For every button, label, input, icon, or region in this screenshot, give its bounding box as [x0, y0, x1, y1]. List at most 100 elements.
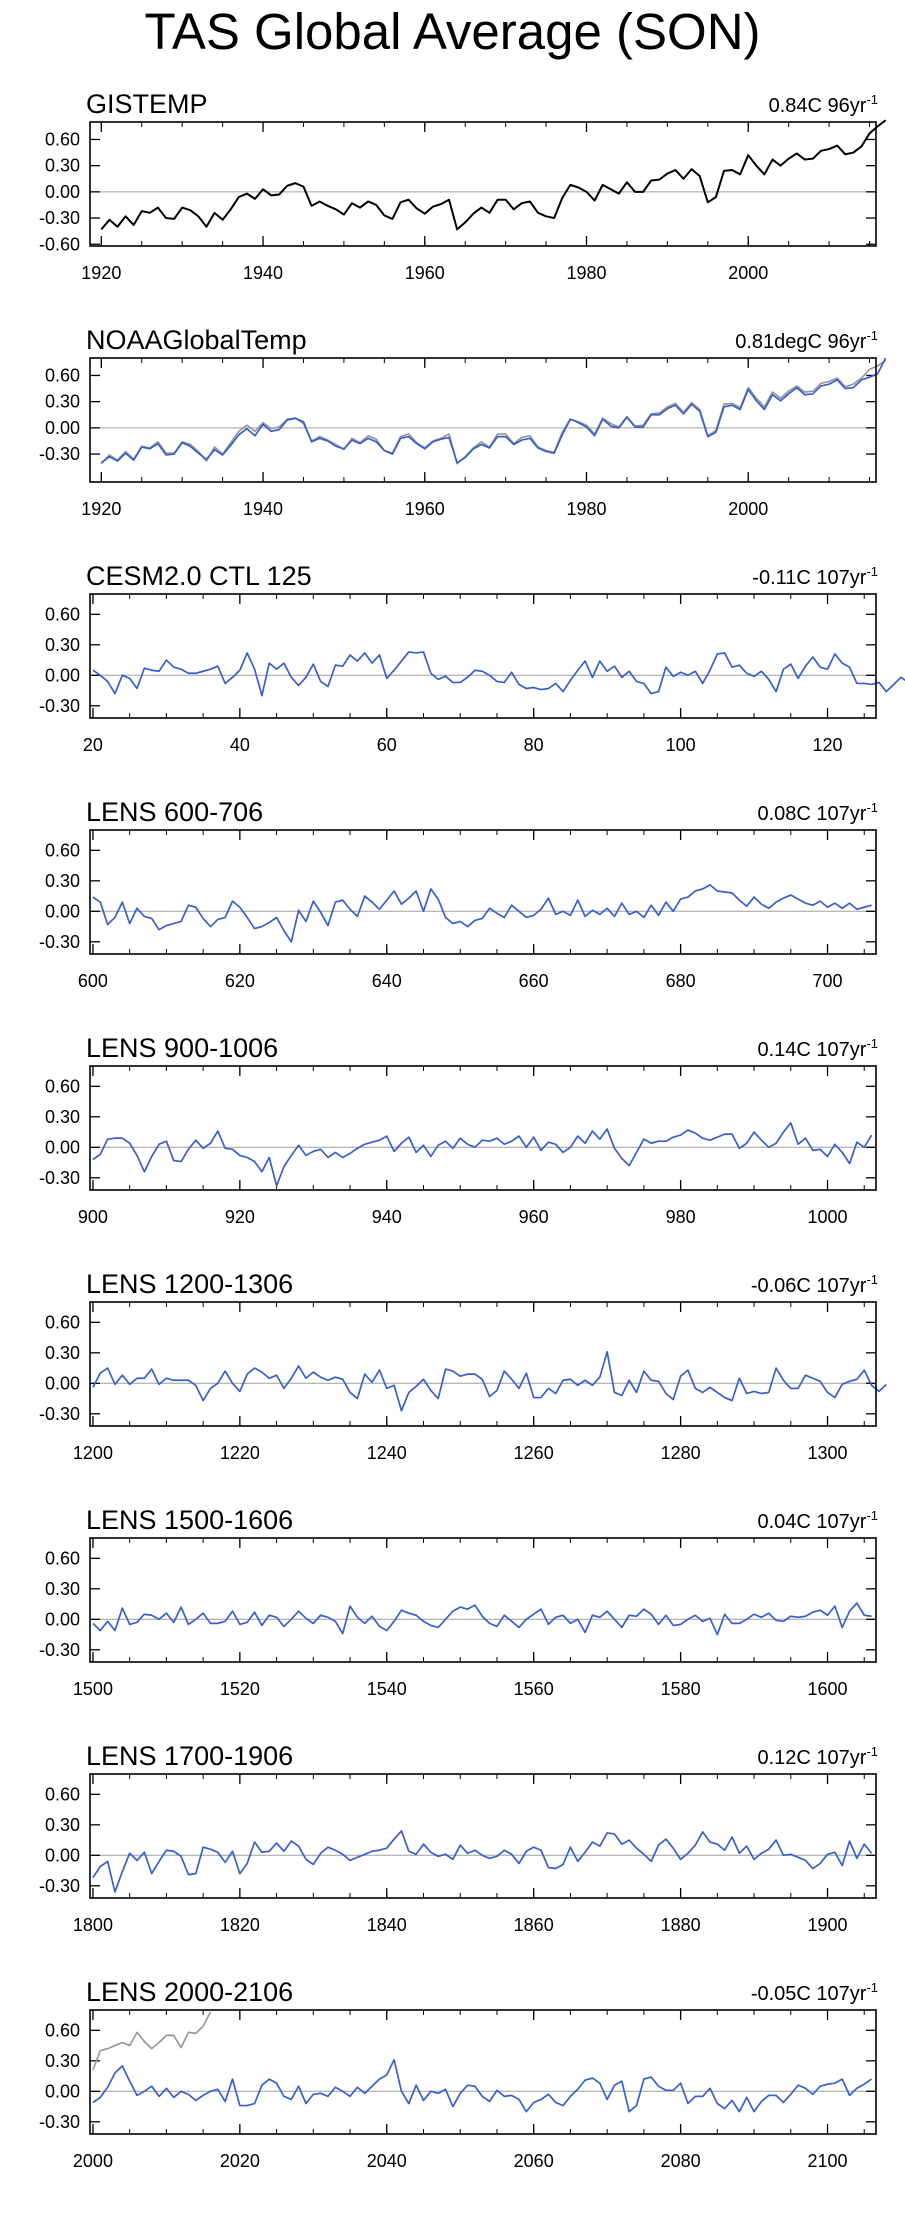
x-tick-label: 640 — [372, 971, 402, 991]
y-tick-label: 0.30 — [45, 156, 80, 176]
x-tick-label: 1960 — [405, 263, 445, 283]
y-tick-label: 0.00 — [45, 1845, 80, 1865]
chart-panel-7: LENS 1500-1606 0.04C 107yr-1 1500 1520 1540 1… — [39, 1505, 878, 1699]
series-line-model — [92, 1122, 873, 1187]
chart-panel-6: LENS 1200-1306 -0.06C 107yr-1 1200 1220 1240… — [39, 1269, 887, 1463]
series-line-overlay — [92, 2011, 212, 2071]
x-tick-label: 1500 — [73, 1679, 113, 1699]
x-tick-label: 1540 — [367, 1679, 407, 1699]
x-tick-label: 2100 — [807, 2151, 847, 2171]
x-tick-label: 1560 — [514, 1679, 554, 1699]
x-tick-label: 1940 — [243, 499, 283, 519]
y-tick-label: 0.30 — [45, 392, 80, 412]
chart-panel-3: CESM2.0 CTL 125 -0.11C 107yr-1 20 40 60 80 100… — [39, 561, 905, 755]
trend-label: 0.04C 107yr-1 — [757, 1508, 878, 1533]
panel-title: GISTEMP — [86, 89, 208, 119]
x-tick-label: 120 — [812, 735, 842, 755]
x-tick-label: 1200 — [73, 1443, 113, 1463]
x-tick-label: 40 — [230, 735, 250, 755]
y-tick-label: 0.30 — [45, 635, 80, 655]
x-tick-label: 1800 — [73, 1915, 113, 1935]
x-tick-label: 1980 — [566, 499, 606, 519]
panel-title: LENS 2000-2106 — [86, 1977, 293, 2007]
x-tick-label: 1220 — [220, 1443, 260, 1463]
y-tick-label: 0.60 — [45, 1076, 80, 1096]
y-tick-label: 0.00 — [45, 1137, 80, 1157]
trend-label: -0.05C 107yr-1 — [751, 1980, 878, 2005]
x-tick-label: 1600 — [807, 1679, 847, 1699]
x-tick-label: 1920 — [81, 263, 121, 283]
x-tick-label: 1960 — [405, 499, 445, 519]
y-tick-label: -0.30 — [39, 2112, 80, 2132]
y-tick-label: -0.30 — [39, 1876, 80, 1896]
chart-panel-4: LENS 600-706 0.08C 107yr-1 600 620 640 660 680… — [39, 797, 878, 991]
y-tick-label: -0.30 — [39, 1404, 80, 1424]
y-tick-label: -0.30 — [39, 932, 80, 952]
y-tick-label: -0.30 — [39, 696, 80, 716]
y-tick-label: 0.30 — [45, 1107, 80, 1127]
y-tick-label: 0.60 — [45, 129, 80, 149]
y-tick-label: 0.00 — [45, 1373, 80, 1393]
x-tick-label: 600 — [78, 971, 108, 991]
y-tick-label: 0.60 — [45, 1784, 80, 1804]
series-line-obs — [100, 119, 887, 231]
panel-title: LENS 1500-1606 — [86, 1505, 293, 1535]
panel-title: LENS 1700-1906 — [86, 1741, 293, 1771]
plot-frame — [89, 2009, 877, 2135]
x-tick-label: 2000 — [728, 263, 768, 283]
x-tick-label: 660 — [519, 971, 549, 991]
x-tick-label: 2080 — [661, 2151, 701, 2171]
series-line-model — [92, 1830, 873, 1893]
y-tick-label: 0.60 — [45, 604, 80, 624]
y-tick-label: 0.00 — [45, 418, 80, 438]
plot-frame — [89, 1537, 877, 1663]
x-tick-label: 60 — [377, 735, 397, 755]
y-tick-label: 0.60 — [45, 1312, 80, 1332]
series-line-model — [92, 2058, 873, 2113]
x-tick-label: 1860 — [514, 1915, 554, 1935]
x-tick-label: 1260 — [514, 1443, 554, 1463]
series-line-model — [92, 651, 905, 697]
y-tick-label: 0.00 — [45, 1609, 80, 1629]
panel-title: NOAAGlobalTemp — [86, 325, 307, 355]
y-tick-label: -0.30 — [39, 444, 80, 464]
x-tick-label: 2020 — [220, 2151, 260, 2171]
plot-frame — [89, 121, 877, 247]
x-tick-label: 1280 — [661, 1443, 701, 1463]
y-tick-label: 0.30 — [45, 1343, 80, 1363]
y-tick-label: 0.30 — [45, 871, 80, 891]
y-tick-label: 0.00 — [45, 901, 80, 921]
y-tick-label: -0.30 — [39, 208, 80, 228]
trend-label: 0.81degC 96yr-1 — [735, 328, 878, 353]
series-line-model — [92, 1350, 887, 1412]
x-tick-label: 2000 — [728, 499, 768, 519]
panel-title: LENS 600-706 — [86, 797, 263, 827]
panel-title: LENS 900-1006 — [86, 1033, 278, 1063]
plot-frame — [89, 1773, 877, 1899]
x-tick-label: 2060 — [514, 2151, 554, 2171]
y-tick-label: 0.30 — [45, 1579, 80, 1599]
plot-frame — [89, 357, 877, 483]
plot-frame — [89, 1065, 877, 1191]
x-tick-label: 680 — [666, 971, 696, 991]
chart-panel-5: LENS 900-1006 0.14C 107yr-1 900 920 940 960 98… — [39, 1033, 878, 1227]
series-line-model — [100, 357, 887, 464]
panel-title: CESM2.0 CTL 125 — [86, 561, 312, 591]
x-tick-label: 1920 — [81, 499, 121, 519]
x-tick-label: 620 — [225, 971, 255, 991]
x-tick-label: 1900 — [807, 1915, 847, 1935]
trend-label: 0.84C 96yr-1 — [769, 92, 878, 117]
chart-panel-2: NOAAGlobalTemp 0.81degC 96yr-1 1920 1940 196… — [39, 325, 887, 519]
y-tick-label: -0.30 — [39, 1168, 80, 1188]
x-tick-label: 980 — [666, 1207, 696, 1227]
trend-label: -0.11C 107yr-1 — [752, 564, 878, 589]
trend-label: -0.06C 107yr-1 — [751, 1272, 878, 1297]
x-tick-label: 920 — [225, 1207, 255, 1227]
chart-panel-9: LENS 2000-2106 -0.05C 107yr-1 2000 2020 2040… — [39, 1977, 878, 2171]
x-tick-label: 2000 — [73, 2151, 113, 2171]
y-tick-label: 0.60 — [45, 365, 80, 385]
chart-panel-8: LENS 1700-1906 0.12C 107yr-1 1800 1820 1840 1… — [39, 1741, 878, 1935]
y-tick-label: -0.30 — [39, 1640, 80, 1660]
x-tick-label: 960 — [519, 1207, 549, 1227]
